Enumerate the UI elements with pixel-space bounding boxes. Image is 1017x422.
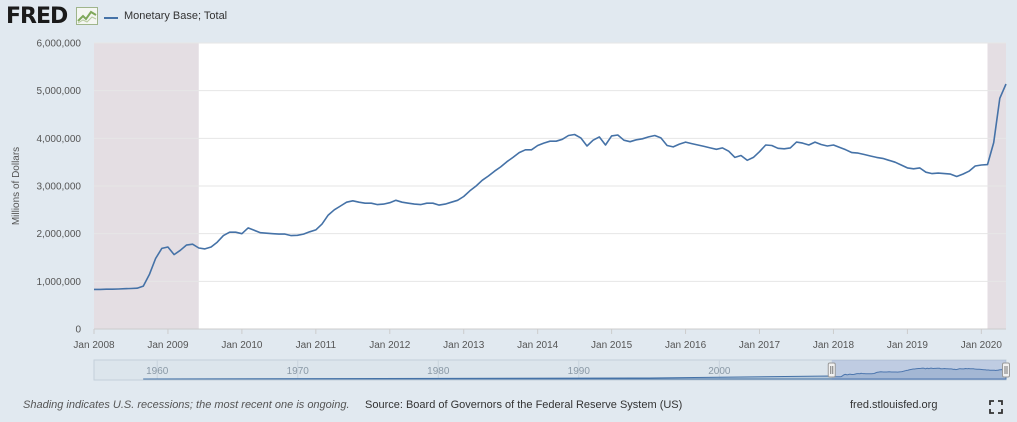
fred-logo-graph-icon <box>76 7 98 25</box>
chart-footer: Shading indicates U.S. recessions; the m… <box>0 392 1017 422</box>
x-tick-label: Jan 2018 <box>813 340 855 351</box>
fred-logo[interactable]: FRED <box>6 4 68 29</box>
x-tick-label: Jan 2009 <box>147 340 189 351</box>
y-tick-label: 5,000,000 <box>37 86 82 97</box>
navigator-year-label: 1960 <box>146 366 169 377</box>
x-tick-label: Jan 2012 <box>369 340 411 351</box>
time-navigator[interactable]: 1960 1970 1980 1990 2000 <box>93 359 1010 381</box>
x-tick-label: Jan 2015 <box>591 340 633 351</box>
y-tick-label: 1,000,000 <box>37 277 82 288</box>
navigator-year-label: 1980 <box>427 366 450 377</box>
navigator-series <box>143 364 1007 380</box>
y-tick-label: 2,000,000 <box>37 229 82 240</box>
navigator-handle[interactable] <box>1002 362 1010 378</box>
y-tick-label: 3,000,000 <box>37 182 82 193</box>
x-tick-label: Jan 2020 <box>961 340 1003 351</box>
y-axis-label: Millions of Dollars <box>11 147 22 225</box>
x-tick-label: Jan 2014 <box>517 340 559 351</box>
site-url-link[interactable]: fred.stlouisfed.org <box>850 399 938 411</box>
navigator-handle[interactable] <box>827 362 836 378</box>
x-tick-label: Jan 2008 <box>73 340 115 351</box>
x-tick-label: Jan 2013 <box>443 340 485 351</box>
y-tick-label: 6,000,000 <box>37 39 82 50</box>
navigator-year-label: 1990 <box>568 366 591 377</box>
navigator-year-label: 2000 <box>708 366 731 377</box>
x-tick-label: Jan 2010 <box>221 340 263 351</box>
recession-note: Shading indicates U.S. recessions; the m… <box>23 399 350 411</box>
chart-header: FRED Monetary Base; Total <box>0 0 1017 36</box>
fullscreen-icon[interactable] <box>989 400 1003 414</box>
y-tick-label: 0 <box>75 325 81 336</box>
legend-series-label: Monetary Base; Total <box>124 10 228 22</box>
x-tick-label: Jan 2011 <box>296 340 337 351</box>
legend-swatch <box>104 17 118 19</box>
navigator-year-label: 1970 <box>287 366 310 377</box>
line-chart: 0 1,000,000 2,000,000 3,000,000 4,000,000 5,0… <box>11 39 1010 381</box>
y-axis-ticks: 0 1,000,000 2,000,000 3,000,000 4,000,000 5,0… <box>37 39 82 336</box>
x-axis-ticks: Jan 2008 Jan 2009 Jan 2010 Jan 2011 Jan 2012… <box>73 328 1006 351</box>
y-tick-label: 4,000,000 <box>37 134 82 145</box>
x-tick-label: Jan 2017 <box>739 340 781 351</box>
source-note: Source: Board of Governors of the Federa… <box>365 399 683 411</box>
navigator-selection[interactable] <box>831 360 1006 380</box>
x-tick-label: Jan 2019 <box>887 340 929 351</box>
series-line[interactable] <box>94 83 1007 291</box>
x-tick-label: Jan 2016 <box>665 340 707 351</box>
